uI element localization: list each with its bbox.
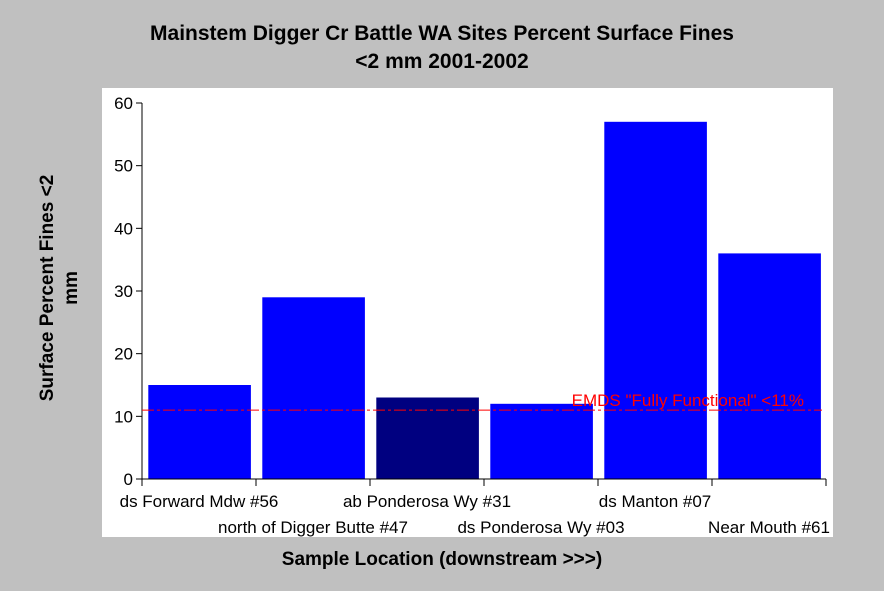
y-tick-label: 10 (114, 407, 133, 426)
y-tick-label: 50 (114, 157, 133, 176)
x-tick-label: ab Ponderosa Wy #31 (343, 492, 511, 511)
y-tick-label: 30 (114, 282, 133, 301)
x-tick-label: ds Ponderosa Wy #03 (457, 518, 624, 537)
x-tick-label: north of Digger Butte #47 (218, 518, 408, 537)
bar-5 (604, 121, 707, 480)
y-tick-label: 60 (114, 94, 133, 113)
y-tick-label: 0 (124, 470, 133, 489)
chart-title-line2: <2 mm 2001-2002 (355, 50, 529, 73)
reference-line-label: EMDS "Fully Functional" <11% (572, 391, 804, 410)
x-axis-label: Sample Location (downstream >>>) (281, 549, 603, 570)
bar-6 (718, 253, 821, 479)
y-tick-label: 40 (114, 219, 133, 238)
x-tick-label: Near Mouth #61 (708, 518, 830, 537)
y-tick-label: 20 (114, 345, 133, 364)
bar-4 (490, 403, 593, 479)
bar-2 (262, 297, 365, 479)
x-tick-label: ds Manton #07 (599, 492, 711, 511)
bar-1 (148, 385, 251, 479)
bar-3 (376, 397, 479, 479)
chart-title-line1: Mainstem Digger Cr Battle WA Sites Perce… (150, 22, 734, 45)
x-tick-label: ds Forward Mdw #56 (120, 492, 279, 511)
